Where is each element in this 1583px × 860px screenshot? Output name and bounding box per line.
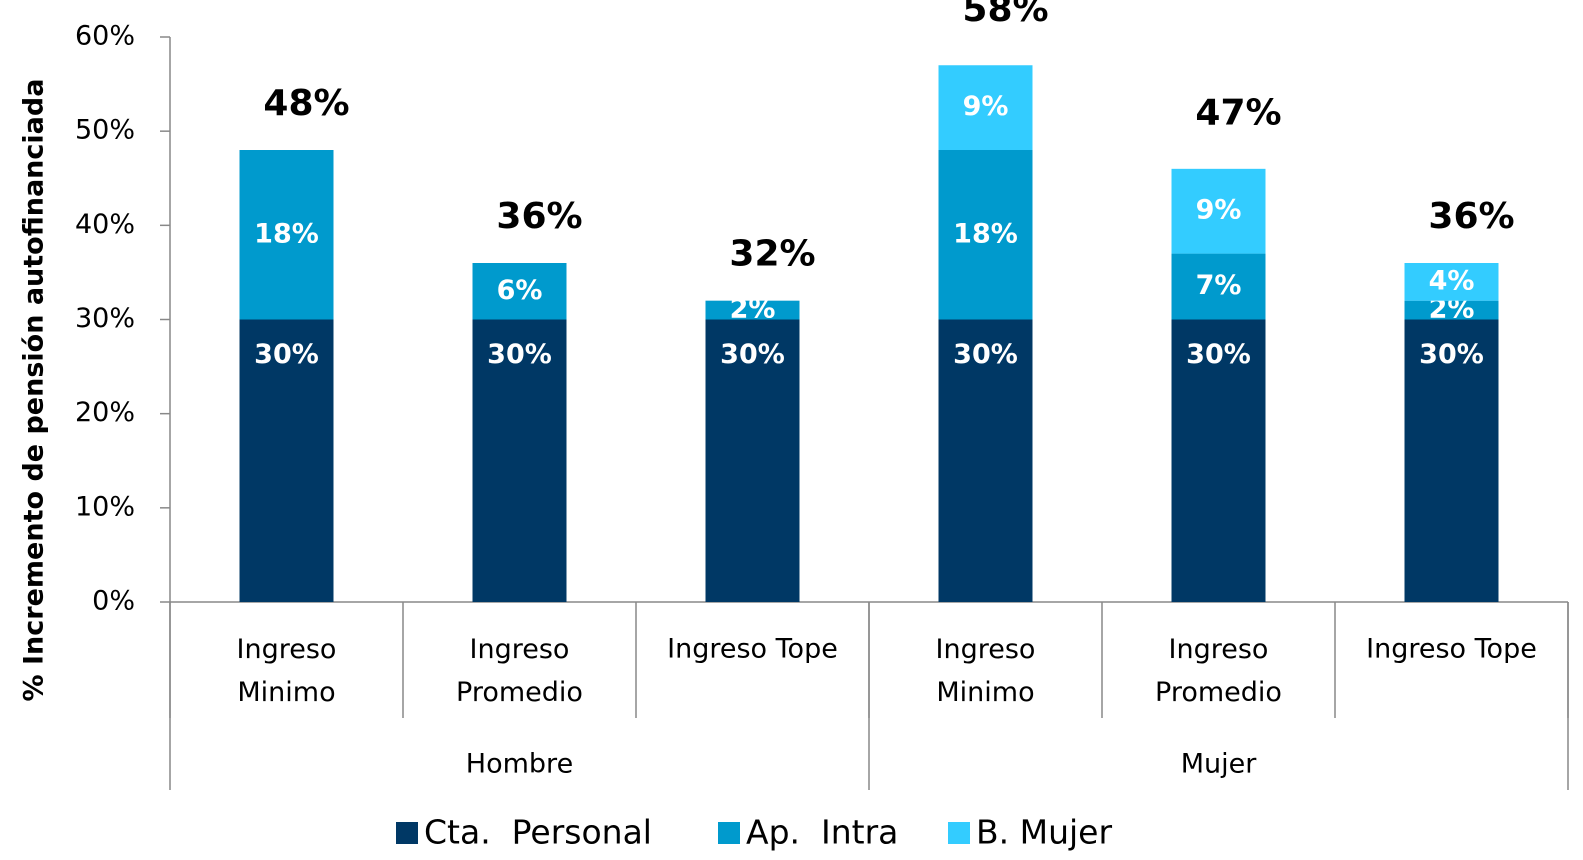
- total-label: 48%: [263, 83, 349, 124]
- x-tick-label: Ingreso Tope: [1366, 634, 1537, 665]
- legend-label: B. Mujer: [976, 813, 1112, 852]
- bar-segment: [1404, 300, 1499, 320]
- legend-label: Ap. Intra: [746, 813, 898, 852]
- data-label: 18%: [953, 218, 1018, 249]
- bar-segment: [1171, 319, 1266, 602]
- total-label: 58%: [962, 0, 1048, 30]
- data-label: 9%: [963, 91, 1009, 122]
- y-tick-label: 40%: [75, 209, 135, 240]
- data-label: 4%: [1429, 265, 1475, 296]
- total-label: 32%: [729, 234, 815, 275]
- y-tick-label: 10%: [75, 491, 135, 522]
- bar-segment: [938, 65, 1033, 150]
- y-tick-label: 0%: [92, 586, 135, 617]
- y-axis-title: % Incremento de pensión autofinanciada: [19, 79, 50, 702]
- data-label: 30%: [720, 339, 785, 370]
- legend-label: Cta. Personal: [424, 813, 652, 852]
- bar-segment: [472, 319, 567, 602]
- y-tick-label: 30%: [75, 303, 135, 334]
- data-label: 30%: [1419, 339, 1484, 370]
- x-tick-label: Ingreso Promedio: [1155, 634, 1282, 708]
- data-label: 30%: [487, 339, 552, 370]
- total-label: 36%: [1428, 196, 1514, 237]
- legend-swatch: [948, 822, 970, 844]
- total-label: 47%: [1195, 92, 1281, 133]
- bar-segment: [938, 150, 1033, 320]
- bar-segment: [938, 319, 1033, 602]
- bar-segment: [1404, 263, 1499, 301]
- legend-swatch: [718, 822, 740, 844]
- data-label: 30%: [1186, 339, 1251, 370]
- y-tick-label: 60%: [75, 21, 135, 52]
- data-label: 2%: [730, 294, 776, 325]
- data-label: 30%: [953, 339, 1018, 370]
- bar-segment: [705, 300, 800, 320]
- x-tick-label: Ingreso Tope: [667, 634, 838, 665]
- group-label: Hombre: [466, 749, 573, 780]
- bar-segment: [1171, 253, 1266, 320]
- data-label: 9%: [1196, 195, 1242, 226]
- bar-segment: [705, 319, 800, 602]
- data-label: 6%: [497, 275, 543, 306]
- y-tick-label: 20%: [75, 397, 135, 428]
- x-tick-label: Ingreso Promedio: [456, 634, 583, 708]
- data-label: 18%: [254, 218, 319, 249]
- bar-segment: [239, 150, 334, 320]
- x-tick-label: Ingreso Minimo: [237, 634, 337, 708]
- bar-segment: [472, 263, 567, 320]
- data-label: 7%: [1196, 270, 1242, 301]
- group-label: Mujer: [1181, 749, 1258, 780]
- x-tick-label: Ingreso Minimo: [936, 634, 1036, 708]
- bar-segment: [1404, 319, 1499, 602]
- total-label: 36%: [496, 196, 582, 237]
- y-tick-label: 50%: [75, 115, 135, 146]
- bar-segment: [1171, 168, 1266, 254]
- bar-segment: [239, 319, 334, 602]
- data-label: 30%: [254, 339, 319, 370]
- legend-swatch: [396, 822, 418, 844]
